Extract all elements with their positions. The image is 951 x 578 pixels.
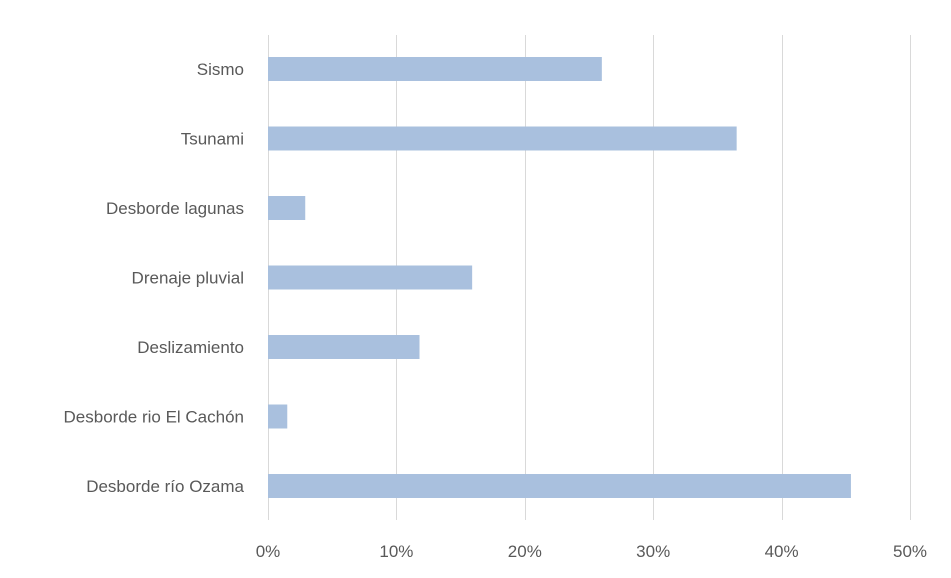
- bar: [268, 404, 288, 429]
- category-label: Desborde rio El Cachón: [64, 408, 244, 427]
- x-tick-labels: 0% 10% 20% 30% 40% 50%: [256, 542, 927, 561]
- x-tick-label: 0%: [256, 542, 281, 561]
- bar: [268, 126, 737, 151]
- gridlines: [268, 35, 911, 520]
- x-tick-label: 20%: [508, 542, 542, 561]
- category-labels: Sismo Tsunami Desborde lagunas Drenaje pluv…: [64, 60, 245, 496]
- bar: [268, 474, 851, 498]
- x-tick-label: 40%: [765, 542, 799, 561]
- x-tick-label: 10%: [379, 542, 413, 561]
- bar: [268, 335, 420, 359]
- category-label: Desborde río Ozama: [86, 477, 244, 496]
- category-label: Desborde lagunas: [106, 199, 244, 218]
- bar: [268, 57, 602, 81]
- category-label: Drenaje pluvial: [132, 269, 244, 288]
- x-tick-label: 50%: [893, 542, 927, 561]
- bars: [268, 57, 851, 498]
- bar: [268, 196, 306, 220]
- bar: [268, 265, 473, 290]
- category-label: Sismo: [197, 60, 244, 79]
- category-label: Deslizamiento: [137, 338, 244, 357]
- category-label: Tsunami: [181, 130, 244, 149]
- x-tick-label: 30%: [636, 542, 670, 561]
